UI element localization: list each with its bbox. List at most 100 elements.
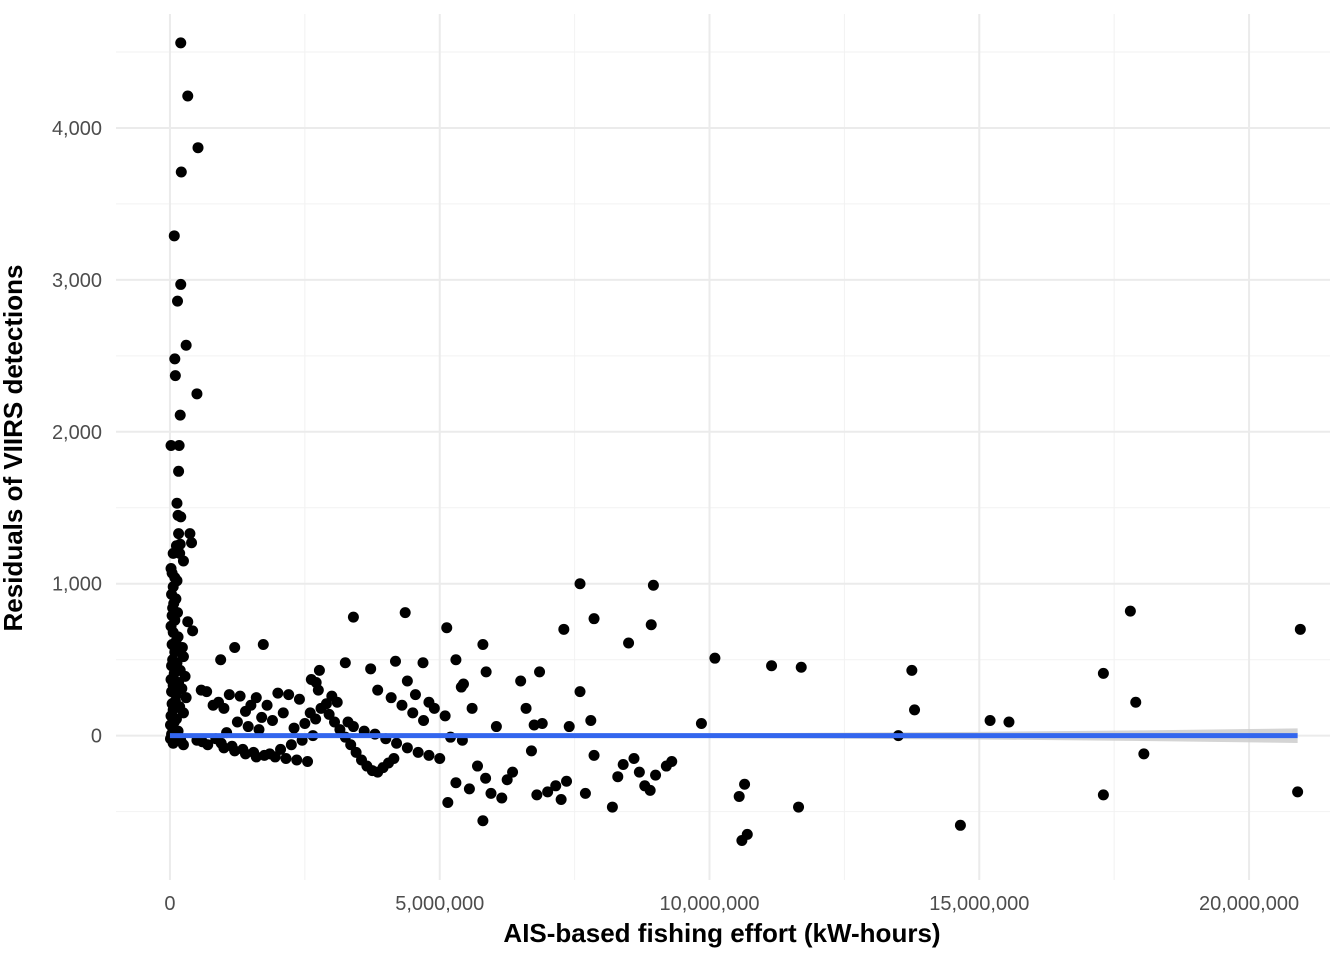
y-tick-label: 0 <box>91 726 102 748</box>
data-point <box>574 578 586 590</box>
data-point <box>218 702 230 714</box>
data-point <box>528 719 540 731</box>
data-point <box>177 739 189 751</box>
data-point <box>1097 789 1109 801</box>
data-point <box>215 654 227 666</box>
data-point <box>1097 667 1109 679</box>
data-point <box>428 702 440 714</box>
data-point <box>175 166 187 178</box>
data-point <box>329 716 341 728</box>
data-point <box>574 686 586 698</box>
data-point <box>168 230 180 242</box>
data-point <box>389 655 401 667</box>
data-point <box>385 692 397 704</box>
x-tick-labels: 0 5,000,000 10,000,000 15,000,000 20,000,000 <box>164 893 1299 915</box>
data-point <box>450 654 462 666</box>
data-point <box>606 801 618 813</box>
data-point <box>350 746 362 758</box>
data-point <box>520 702 532 714</box>
data-point <box>192 142 204 154</box>
data-point <box>628 752 640 764</box>
x-tick-label: 20,000,000 <box>1199 893 1299 915</box>
data-point <box>187 625 199 637</box>
data-point <box>480 666 492 678</box>
data-point <box>283 689 295 701</box>
data-point <box>229 745 241 757</box>
data-point <box>239 705 251 717</box>
data-point <box>175 278 187 290</box>
data-point <box>666 755 678 767</box>
data-point <box>525 745 537 757</box>
data-point <box>256 711 268 723</box>
data-point <box>795 661 807 673</box>
data-point <box>288 722 300 734</box>
data-point <box>169 370 181 382</box>
data-point <box>412 746 424 758</box>
data-point <box>409 689 421 701</box>
x-tick-label: 10,000,000 <box>659 893 759 915</box>
data-point <box>285 739 297 751</box>
data-point <box>793 801 805 813</box>
data-point <box>174 409 186 421</box>
data-point <box>242 721 254 733</box>
data-point <box>253 724 265 736</box>
data-point <box>954 819 966 831</box>
data-point <box>733 790 745 802</box>
data-point <box>173 528 185 540</box>
data-point <box>984 714 996 726</box>
x-axis-title: AIS-based fishing effort (kW-hours) <box>503 918 940 948</box>
data-point <box>407 707 419 719</box>
data-point <box>231 716 243 728</box>
data-point <box>439 710 451 722</box>
data-point <box>272 687 284 699</box>
data-point <box>534 666 546 678</box>
data-point <box>334 724 346 736</box>
data-point <box>1003 716 1015 728</box>
y-tick-label: 3,000 <box>52 270 102 292</box>
y-axis-title: Residuals of VIIRS detections <box>0 265 28 632</box>
data-point <box>442 797 454 809</box>
data-point <box>466 702 478 714</box>
data-point <box>239 748 251 760</box>
data-point <box>1130 696 1142 708</box>
data-point <box>302 755 314 767</box>
y-tick-label: 4,000 <box>52 118 102 140</box>
data-point <box>418 714 430 726</box>
y-tick-labels: 0 1,000 2,000 3,000 4,000 <box>52 118 102 748</box>
data-point <box>218 742 230 754</box>
data-point <box>173 465 185 477</box>
data-point <box>280 752 292 764</box>
data-point <box>180 339 192 351</box>
data-point <box>399 607 411 619</box>
data-point <box>320 698 332 710</box>
data-point <box>229 642 241 654</box>
data-point <box>561 775 573 787</box>
data-point <box>490 721 502 733</box>
data-point <box>1294 623 1306 635</box>
data-point <box>172 295 184 307</box>
data-point <box>588 613 600 625</box>
data-point <box>310 676 322 688</box>
data-point <box>515 675 527 687</box>
data-point <box>191 388 203 400</box>
data-point <box>184 528 196 540</box>
data-point <box>345 739 357 751</box>
data-point <box>257 639 269 651</box>
data-point <box>182 90 194 102</box>
data-point <box>1138 748 1150 760</box>
data-point <box>741 828 753 840</box>
data-point <box>766 660 778 672</box>
data-point <box>477 815 489 827</box>
data-point <box>501 774 513 786</box>
data-point <box>709 652 721 664</box>
data-point <box>496 792 508 804</box>
data-point <box>645 619 657 631</box>
data-point <box>299 718 311 730</box>
data-point <box>186 537 198 549</box>
data-point <box>623 637 635 649</box>
data-point <box>1124 605 1136 617</box>
data-point <box>175 511 187 523</box>
data-point <box>223 689 235 701</box>
data-point <box>250 692 262 704</box>
data-point <box>695 718 707 730</box>
